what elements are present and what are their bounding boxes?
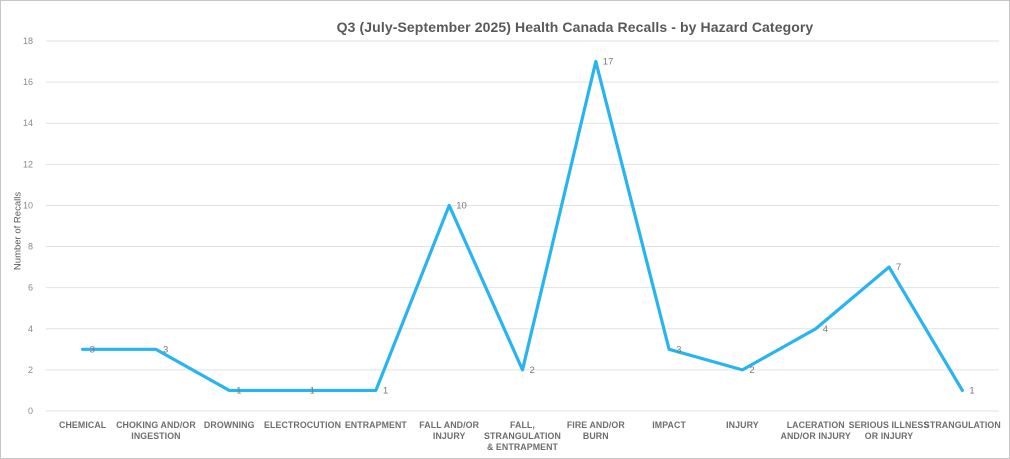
y-tick-label: 6: [28, 283, 33, 293]
x-category-label: STRANGULATION: [923, 420, 1001, 430]
chart-title: Q3 (July-September 2025) Health Canada R…: [336, 19, 814, 35]
x-category-label: FALL, STRANGULATION & ENTRAPMENT: [484, 420, 561, 452]
x-category-label: CHOKING AND/OR INGESTION: [116, 420, 196, 441]
data-point-label: 1: [969, 385, 974, 396]
data-point-label: 17: [603, 57, 614, 68]
y-tick-label: 16: [23, 77, 33, 87]
y-tick-label: 0: [28, 406, 33, 416]
y-tick-label: 12: [23, 159, 33, 169]
data-point-label: 1: [383, 385, 388, 396]
data-point-label: 2: [530, 365, 535, 376]
x-category-label: LACERATION AND/OR INJURY: [780, 420, 851, 441]
data-point-label: 10: [456, 200, 467, 211]
y-tick-label: 4: [28, 324, 33, 334]
y-tick-label: 14: [23, 118, 33, 128]
x-category-label: FIRE AND/OR BURN: [566, 420, 625, 441]
x-category-label: FALL AND/OR INJURY: [419, 420, 480, 441]
data-point-label: 2: [749, 365, 754, 376]
y-tick-label: 8: [28, 242, 33, 252]
data-point-label: 4: [823, 324, 828, 335]
series-line: [81, 59, 964, 393]
x-category-label: DROWNING: [203, 420, 255, 430]
data-point-label: 3: [676, 344, 681, 355]
data-point-label: 1: [310, 385, 315, 396]
x-category-label: CHEMICAL: [59, 420, 107, 430]
x-category-label: ELECTROCUTION: [264, 420, 342, 430]
data-point-label: 3: [163, 344, 168, 355]
y-tick-label: 18: [23, 36, 33, 46]
x-category-label: INJURY: [726, 420, 759, 430]
x-category-label: IMPACT: [652, 420, 686, 430]
data-point-label: 7: [896, 262, 901, 273]
y-tick-label: 2: [28, 365, 33, 375]
data-point-label: 1: [236, 385, 241, 396]
data-point-label: 3: [90, 344, 95, 355]
y-tick-label: 10: [23, 200, 33, 210]
x-category-label: SERIOUS ILLNESS OR INJURY: [848, 420, 930, 441]
x-category-label: ENTRAPMENT: [344, 420, 407, 430]
